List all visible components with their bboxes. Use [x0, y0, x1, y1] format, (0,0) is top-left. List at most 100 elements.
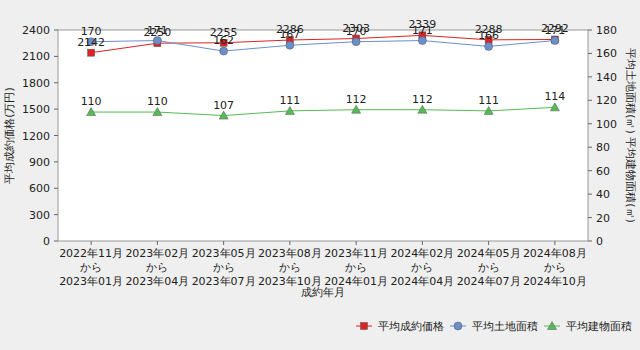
- legend-marker: [454, 322, 462, 330]
- y-tick-label: 1200: [22, 130, 50, 143]
- point: [87, 108, 96, 116]
- x-tick-line: から: [411, 261, 433, 274]
- legend-label: 平均土地面積: [472, 320, 538, 333]
- data-label: 112: [412, 93, 433, 106]
- legend-marker: [361, 323, 368, 330]
- data-label: 111: [478, 94, 499, 107]
- y2-tick: [588, 100, 592, 101]
- point: [352, 38, 360, 46]
- y2-tick-label: 140: [596, 71, 617, 84]
- y-tick-label: 1800: [22, 77, 50, 90]
- series-group: [87, 32, 560, 119]
- x-tick-line: から: [213, 261, 235, 274]
- point: [153, 108, 162, 116]
- x-tick-line: から: [279, 261, 301, 274]
- y2-tick-label: 160: [596, 47, 617, 60]
- y-tick: [54, 241, 58, 242]
- x-tick-label: 2024年02月から2024年04月: [390, 247, 454, 288]
- y2-tick-label: 120: [596, 94, 617, 107]
- data-label: 167: [279, 28, 300, 41]
- x-tick-line: 2024年10月: [523, 275, 587, 288]
- y-tick: [54, 161, 58, 162]
- point: [550, 103, 559, 111]
- point: [286, 41, 294, 49]
- point: [88, 49, 95, 56]
- x-tick-line: 2023年04月: [125, 275, 189, 288]
- y-tick-label: 300: [29, 209, 50, 222]
- y2-tick-label: 100: [596, 118, 617, 131]
- x-tick-line: から: [478, 261, 500, 274]
- point: [418, 37, 426, 45]
- x-tick-line: から: [146, 261, 168, 274]
- y2-tick-label: 60: [596, 165, 610, 178]
- data-label: 162: [213, 34, 234, 47]
- x-tick-line: 2024年05月: [457, 247, 521, 260]
- y-tick-label: 2100: [22, 50, 50, 63]
- x-tick: [422, 241, 423, 245]
- y2-tick: [588, 53, 592, 54]
- y-tick-label: 0: [43, 235, 50, 248]
- legend-label: 平均建物面積: [566, 320, 632, 333]
- point: [352, 105, 361, 113]
- x-tick-line: から: [345, 261, 367, 274]
- x-tick-line: 2023年08月: [258, 247, 322, 260]
- x-tick-label: 2023年08月から2023年10月: [258, 247, 322, 288]
- y2-tick-label: 80: [596, 141, 610, 154]
- point: [220, 47, 228, 55]
- x-tick-label: 2022年11月から2023年01月: [59, 247, 123, 288]
- x-tick: [554, 241, 555, 245]
- data-label: 107: [213, 99, 234, 112]
- y-tick-label: 600: [29, 182, 50, 195]
- y2-tick: [588, 241, 592, 242]
- y2-tick: [588, 30, 592, 31]
- point: [484, 106, 493, 114]
- data-label: 112: [346, 93, 367, 106]
- x-tick-line: 2024年02月: [390, 247, 454, 260]
- x-tick-line: から: [80, 261, 102, 274]
- y-axis-label: 平均成約価格(万円): [3, 87, 16, 184]
- y-tick: [54, 82, 58, 83]
- y-tick: [54, 188, 58, 189]
- x-tick-line: 2023年02月: [125, 247, 189, 260]
- series-line: [91, 107, 555, 115]
- x-tick-label: 2024年08月から2024年10月: [523, 247, 587, 288]
- y-tick: [54, 56, 58, 57]
- data-label: 170: [81, 25, 102, 38]
- y2-tick: [588, 123, 592, 124]
- data-label: 110: [147, 95, 168, 108]
- y-tick-label: 2400: [22, 24, 50, 37]
- y2-tick-label: 20: [596, 212, 610, 225]
- data-label: 171: [147, 24, 168, 37]
- x-tick-line: 2022年11月: [59, 247, 123, 260]
- x-tick-label: 2023年11月から2024年01月: [324, 247, 388, 288]
- x-tick-line: から: [544, 261, 566, 274]
- y2-tick: [588, 217, 592, 218]
- x-tick-label: 2024年05月から2024年07月: [457, 247, 521, 288]
- plot-area: [58, 30, 588, 241]
- data-label: 170: [346, 25, 367, 38]
- data-label: 166: [478, 29, 499, 42]
- x-tick-line: 2023年11月: [324, 247, 388, 260]
- x-tick: [356, 241, 357, 245]
- y2-tick: [588, 194, 592, 195]
- x-tick: [157, 241, 158, 245]
- x-tick-label: 2023年05月から2023年07月: [192, 247, 256, 288]
- point: [551, 37, 559, 45]
- x-tick-line: 2024年07月: [457, 275, 521, 288]
- x-axis-label: 成約年月: [301, 286, 345, 299]
- point: [285, 106, 294, 114]
- y-tick: [54, 109, 58, 110]
- y2-axis-label: 平均土地面積(㎡) 平均建物面積(㎡): [624, 48, 637, 223]
- y-tick-label: 1500: [22, 103, 50, 116]
- data-label: 171: [544, 24, 565, 37]
- y2-tick-label: 0: [596, 235, 603, 248]
- data-label: 171: [412, 24, 433, 37]
- y-tick: [54, 135, 58, 136]
- point: [485, 42, 493, 50]
- point: [418, 105, 427, 113]
- x-tick-line: 2024年08月: [523, 247, 587, 260]
- x-tick-line: 2023年07月: [192, 275, 256, 288]
- data-label: 111: [279, 94, 300, 107]
- data-label: 114: [544, 90, 565, 103]
- y2-tick: [588, 170, 592, 171]
